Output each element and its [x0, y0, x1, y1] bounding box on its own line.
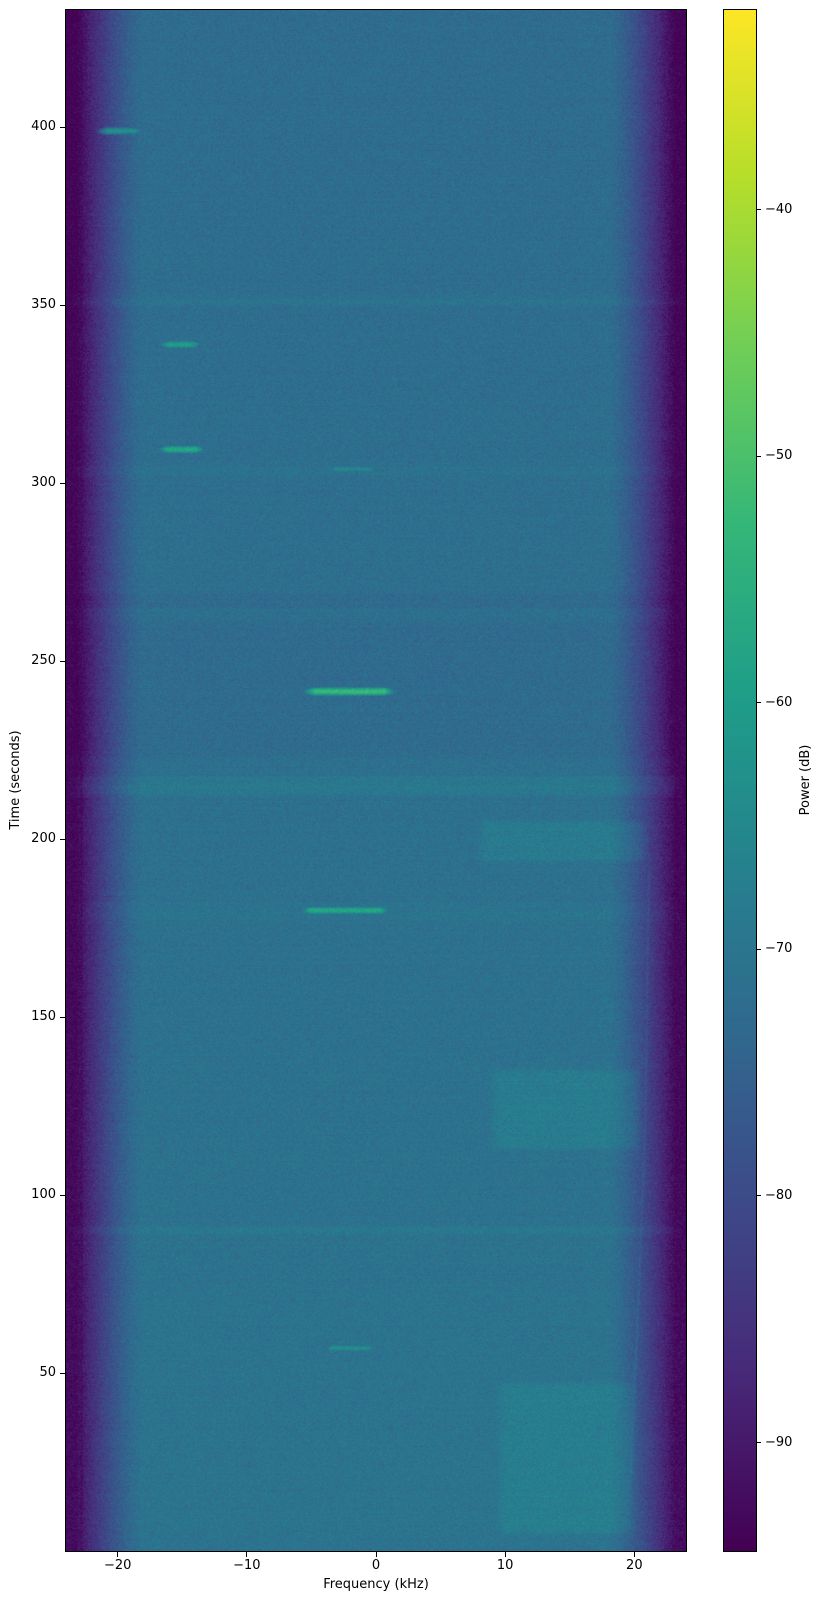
- y-tick-mark: [60, 1016, 65, 1018]
- x-tick-label: −20: [103, 1558, 132, 1573]
- colorbar-tick-mark: [757, 702, 761, 704]
- y-tick-label: 300: [31, 475, 56, 491]
- colorbar-tick-mark: [757, 455, 761, 457]
- x-tick-mark: [117, 1552, 119, 1557]
- x-tick-mark: [633, 1552, 635, 1557]
- x-tick-label: −10: [233, 1558, 261, 1573]
- y-tick-label: 250: [31, 653, 56, 669]
- y-tick-mark: [60, 660, 65, 662]
- colorbar-tick-label: −40: [765, 201, 793, 217]
- spectrogram-heatmap: [66, 10, 686, 1551]
- y-tick-mark: [60, 1194, 65, 1196]
- y-tick-mark: [60, 304, 65, 306]
- y-tick-mark: [60, 838, 65, 840]
- colorbar-tick-label: −90: [765, 1434, 793, 1450]
- x-tick-mark: [375, 1552, 377, 1557]
- colorbar-tick-mark: [757, 1442, 761, 1443]
- y-axis-label: Time (seconds): [8, 730, 23, 830]
- colorbar-label: Power (dB): [798, 744, 813, 816]
- y-tick-label: 50: [39, 1365, 56, 1381]
- colorbar-tick-label: −50: [765, 448, 793, 464]
- x-tick-mark: [504, 1552, 506, 1557]
- y-tick-label: 350: [31, 297, 56, 313]
- y-tick-label: 100: [31, 1187, 56, 1203]
- y-tick-label: 200: [31, 831, 56, 847]
- y-tick-mark: [60, 126, 65, 128]
- y-tick-label: 400: [31, 119, 56, 135]
- colorbar-tick-label: −70: [765, 941, 793, 957]
- y-tick-label: 150: [31, 1009, 56, 1025]
- y-tick-mark: [60, 1372, 65, 1374]
- colorbar-tick-mark: [757, 1195, 761, 1197]
- x-tick-label: 20: [626, 1558, 643, 1573]
- x-axis-label: Frequency (kHz): [323, 1577, 429, 1592]
- colorbar-tick-label: −60: [765, 694, 793, 710]
- y-tick-mark: [60, 482, 65, 484]
- x-tick-mark: [246, 1552, 248, 1557]
- x-tick-label: 0: [371, 1558, 381, 1573]
- colorbar-tick-label: −80: [765, 1187, 793, 1203]
- colorbar-tick-mark: [757, 948, 761, 950]
- x-tick-label: 10: [496, 1558, 514, 1573]
- colorbar-tick-mark: [757, 209, 761, 211]
- colorbar: [724, 10, 756, 1551]
